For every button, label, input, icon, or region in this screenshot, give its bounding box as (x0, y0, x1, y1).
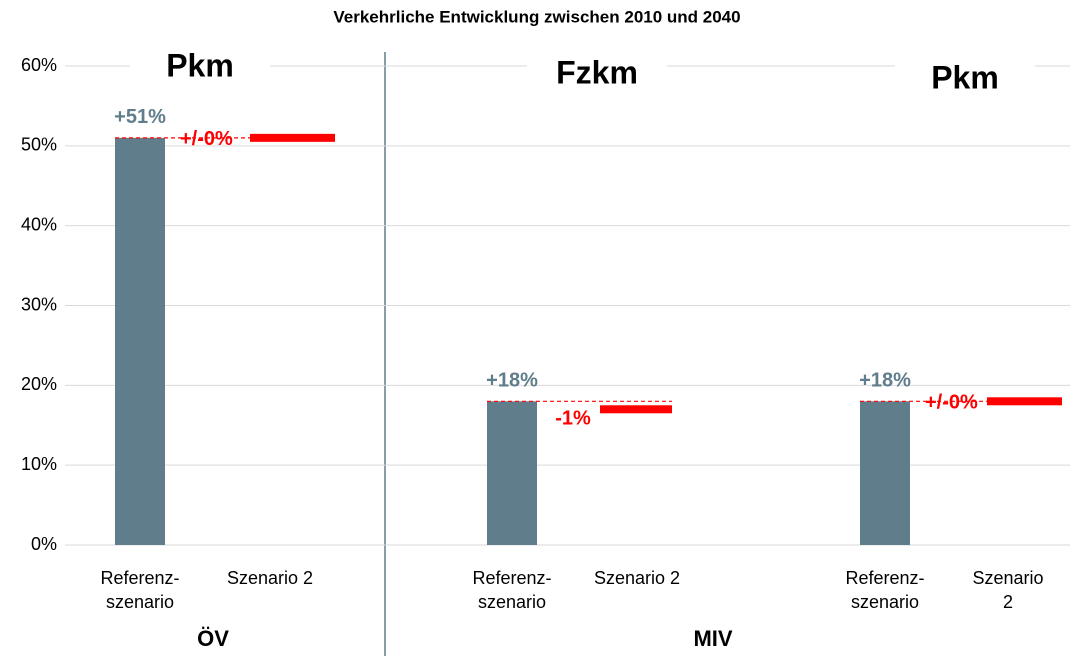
change-label: +/-0% (180, 128, 233, 150)
label-backing (130, 46, 270, 90)
section-label: ÖV (197, 626, 229, 651)
bar (860, 401, 910, 545)
x-tick-label: Szenario 2 (972, 568, 1044, 612)
bar (115, 137, 165, 545)
change-label: -1% (555, 408, 591, 430)
bar (487, 401, 537, 545)
y-tick-label: 30% (21, 294, 57, 314)
x-tick-label: Referenz- szenario (472, 568, 552, 612)
panel-label: Pkm (931, 59, 999, 95)
section-label: MIV (693, 626, 732, 651)
label-backing (895, 58, 1035, 102)
x-tick-label: Referenz- szenario (845, 568, 925, 612)
x-tick-label: Szenario 2 (226, 568, 314, 588)
chart-title: Verkehrliche Entwicklung zwischen 2010 u… (333, 7, 740, 26)
value-label: +51% (114, 106, 166, 128)
y-tick-label: 20% (21, 374, 57, 394)
y-tick-label: 50% (21, 135, 57, 155)
y-tick-label: 0% (31, 534, 57, 554)
y-tick-label: 40% (21, 214, 57, 234)
label-backing (527, 53, 667, 97)
x-tick-label: Szenario 2 (593, 568, 681, 588)
panel-label: Fzkm (556, 54, 638, 90)
grid (65, 65, 1070, 546)
y-tick-label: 10% (21, 454, 57, 474)
value-label: +18% (859, 370, 911, 392)
value-label: +18% (486, 370, 538, 392)
scenario-marker (600, 405, 672, 414)
scenario-marker (987, 397, 1062, 406)
scenario-marker (250, 133, 335, 142)
panel-label: Pkm (166, 47, 234, 83)
x-tick-label: Referenz- szenario (100, 568, 180, 612)
change-label: +/-0% (925, 392, 978, 414)
y-tick-label: 60% (21, 55, 57, 75)
